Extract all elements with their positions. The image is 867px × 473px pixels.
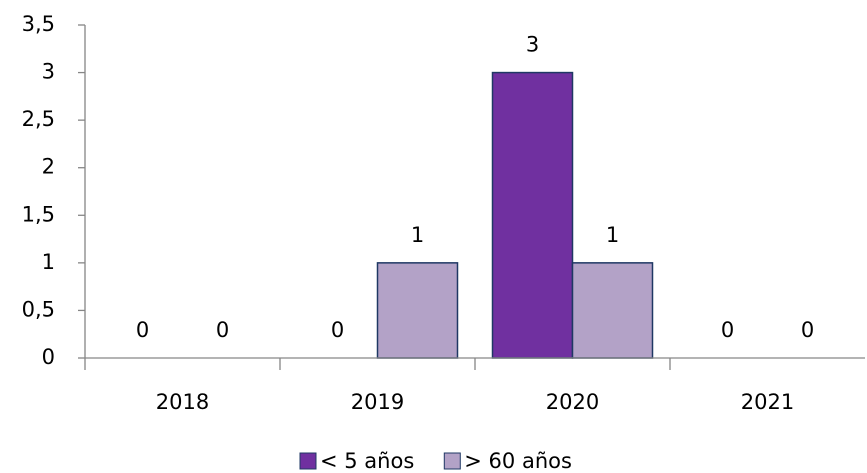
data-label: 1 bbox=[606, 223, 619, 247]
data-label: 1 bbox=[411, 223, 424, 247]
legend-label: < 5 años bbox=[320, 449, 414, 473]
x-tick-label: 2019 bbox=[351, 390, 404, 414]
legend-swatch bbox=[443, 452, 461, 470]
bar bbox=[571, 262, 654, 359]
data-label: 0 bbox=[721, 318, 734, 342]
bar bbox=[376, 262, 459, 359]
x-tick-label: 2020 bbox=[546, 390, 599, 414]
data-label: 0 bbox=[331, 318, 344, 342]
x-tick-label: 2018 bbox=[156, 390, 209, 414]
legend-label: > 60 años bbox=[464, 449, 572, 473]
legend-swatch bbox=[299, 452, 317, 470]
bar bbox=[491, 71, 574, 359]
y-tick-label: 3,5 bbox=[22, 12, 55, 36]
y-tick-label: 0,5 bbox=[22, 297, 55, 321]
data-label: 0 bbox=[136, 318, 149, 342]
y-tick-label: 2 bbox=[42, 155, 55, 179]
x-tick-label: 2021 bbox=[741, 390, 794, 414]
data-label: 0 bbox=[801, 318, 814, 342]
y-tick-label: 2,5 bbox=[22, 107, 55, 131]
data-label: 0 bbox=[216, 318, 229, 342]
y-tick-label: 1,5 bbox=[22, 202, 55, 226]
y-tick-label: 0 bbox=[42, 345, 55, 369]
data-label: 3 bbox=[526, 33, 539, 57]
y-tick-label: 3 bbox=[42, 60, 55, 84]
y-tick-label: 1 bbox=[42, 250, 55, 274]
